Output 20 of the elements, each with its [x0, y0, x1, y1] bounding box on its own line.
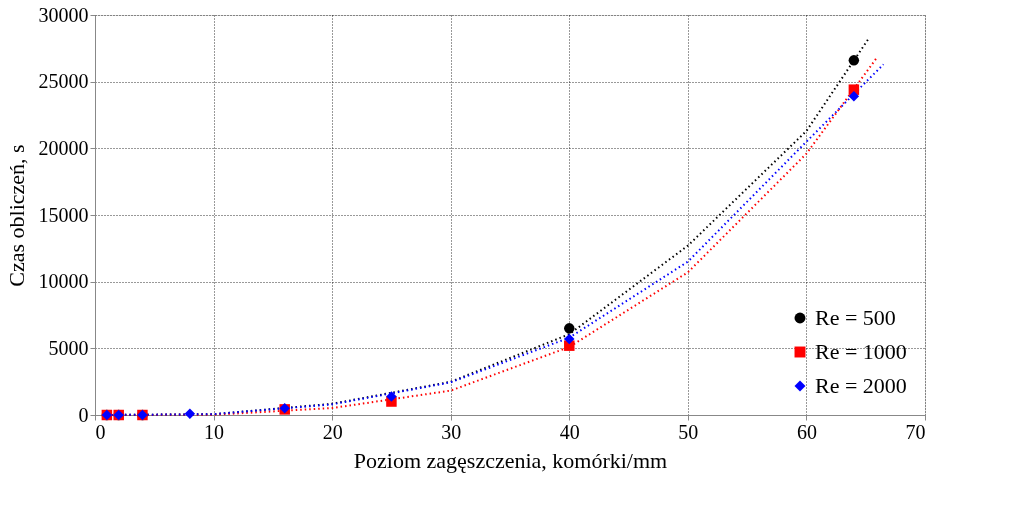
- y-tick-label: 5000: [48, 336, 89, 359]
- legend-label: Re = 2000: [815, 373, 907, 398]
- x-tick-label: 30: [441, 420, 462, 443]
- y-tick-label: 0: [78, 403, 89, 426]
- y-tick-label: 15000: [38, 203, 89, 226]
- y-tick-label: 30000: [38, 3, 89, 26]
- x-axis-title: Poziom zagęszczenia, komórki/mm: [353, 447, 668, 473]
- y-tick-label: 10000: [38, 270, 89, 293]
- y-tick-label: 20000: [38, 136, 89, 159]
- y-axis-title: Czas obliczeń, s: [3, 144, 29, 287]
- x-tick-label: 50: [678, 420, 699, 443]
- x-tick-label: 10: [204, 420, 225, 443]
- x-tick-label: 20: [322, 420, 343, 443]
- legend-label: Re = 1000: [815, 339, 907, 364]
- x-tick-label: 70: [905, 420, 926, 443]
- legend-label: Re = 500: [815, 305, 896, 330]
- x-tick-label: 0: [95, 420, 106, 443]
- x-tick-label: 60: [796, 420, 817, 443]
- y-tick-label: 25000: [38, 70, 89, 93]
- x-tick-label: 40: [559, 420, 580, 443]
